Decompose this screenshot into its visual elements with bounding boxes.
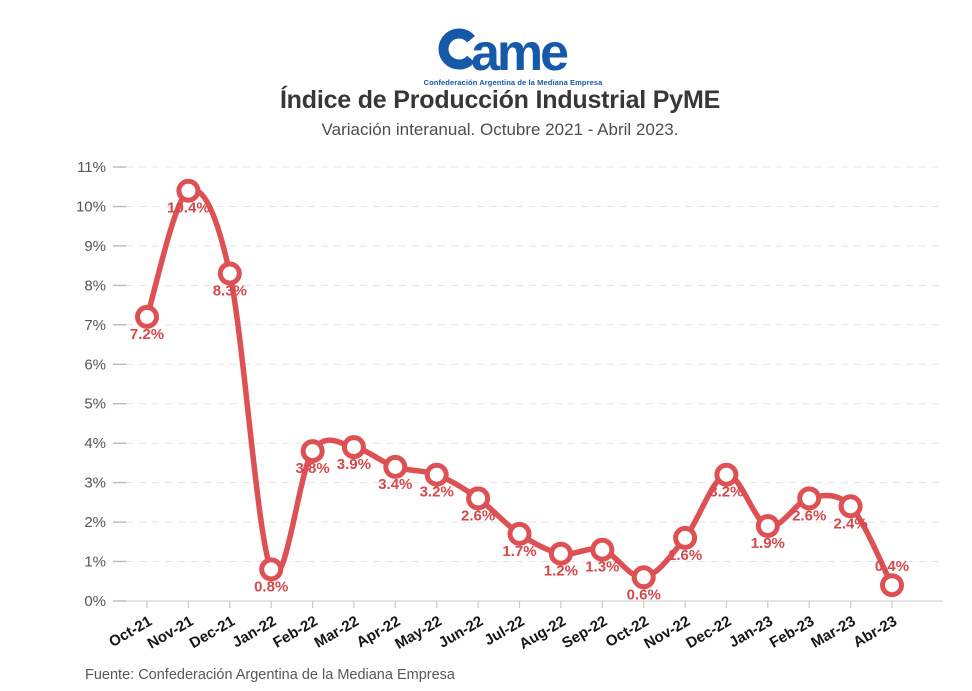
x-tick-label: Sep-22 xyxy=(559,613,610,652)
data-point-Mar-22 xyxy=(341,435,366,460)
data-point-label: 7.2% xyxy=(130,326,164,343)
data-point-label: 8.3% xyxy=(213,283,247,300)
x-tick-label: Jun-22 xyxy=(436,613,486,652)
logo: ame Confederación Argentina de la Median… xyxy=(27,12,972,87)
data-point-label: 1.6% xyxy=(668,547,702,564)
data-point-label: 0.4% xyxy=(875,558,909,575)
data-point-Oct-22 xyxy=(631,565,656,590)
y-tick-label: 10% xyxy=(76,199,106,216)
data-point-label: 2.6% xyxy=(461,507,495,524)
y-tick-label: 8% xyxy=(84,277,106,294)
data-points xyxy=(135,178,904,598)
data-point-label: 1.7% xyxy=(502,543,536,560)
came-logo: ame xyxy=(438,24,571,76)
data-point-label: 3.9% xyxy=(337,456,371,473)
x-tick-label: Jan-22 xyxy=(230,613,280,651)
y-tick-label: 3% xyxy=(84,475,106,492)
x-tick-label: May-22 xyxy=(392,613,445,653)
x-tick-label: Mar-23 xyxy=(808,613,858,652)
data-point-label: 3.4% xyxy=(378,476,412,493)
logo-text: ame xyxy=(471,24,568,76)
data-point-Oct-21 xyxy=(135,304,159,329)
data-point-Sep-22 xyxy=(590,537,615,562)
data-point-label: 1.3% xyxy=(585,559,619,576)
data-point-Feb-23 xyxy=(797,486,822,511)
data-point-Dec-21 xyxy=(217,261,242,286)
x-tick-label: Feb-23 xyxy=(767,613,817,652)
data-point-Nov-21 xyxy=(176,178,201,203)
data-point-label: 10.4% xyxy=(167,200,210,217)
data-point-labels: 7.2% 10.4% 8.3% 0.8% 3.8% 3.9% 3.4% 3.2% 2.6% 1.7… xyxy=(130,200,909,604)
data-point-label: 2.6% xyxy=(792,507,826,524)
x-tick-label: Feb-22 xyxy=(270,613,320,652)
x-tick-label: Oct-22 xyxy=(603,613,652,651)
x-tick-label: Aug-22 xyxy=(516,613,569,653)
logo-c-ring xyxy=(438,28,480,70)
data-point-label: 0.6% xyxy=(627,586,661,603)
data-point-May-22 xyxy=(424,462,449,487)
data-point-label: 2.4% xyxy=(833,515,867,532)
y-tick-label: 2% xyxy=(84,514,106,531)
y-tick-label: 5% xyxy=(84,396,106,413)
data-point-Jan-22 xyxy=(259,557,284,582)
x-tick-label: Nov-22 xyxy=(641,613,693,653)
data-point-Abr-23 xyxy=(880,573,904,598)
data-point-label: 1.2% xyxy=(544,563,578,580)
x-tick-label: Mar-22 xyxy=(312,613,362,652)
data-point-label: 1.9% xyxy=(751,535,785,552)
x-tick-label: Jan-23 xyxy=(726,613,776,651)
x-tick-label: Dec-22 xyxy=(683,613,734,652)
data-point-Jan-23 xyxy=(755,514,780,538)
data-point-Nov-22 xyxy=(673,525,698,550)
x-tick-label: Nov-21 xyxy=(145,613,197,653)
y-tick-label: 7% xyxy=(84,317,106,334)
data-point-Mar-23 xyxy=(838,494,863,519)
y-tick-label: 9% xyxy=(84,238,106,255)
data-point-label: 3.8% xyxy=(295,460,329,477)
y-tick-label: 11% xyxy=(77,159,106,176)
data-point-label: 3.2% xyxy=(420,484,454,501)
data-point-Feb-22 xyxy=(300,439,325,464)
x-tick-label: Oct-21 xyxy=(106,613,155,651)
y-tick-label: 4% xyxy=(84,435,106,452)
data-point-Dec-22 xyxy=(714,462,739,487)
page-title: Índice de Producción Industrial PyME xyxy=(279,86,721,114)
data-point-label: 3.2% xyxy=(709,484,743,501)
logo-tagline: Confederación Argentina de la Mediana Em… xyxy=(423,78,603,87)
y-tick-label: 1% xyxy=(84,554,106,571)
data-point-Jun-22 xyxy=(466,486,491,511)
data-point-label: 0.8% xyxy=(254,578,288,595)
y-tick-label: 6% xyxy=(84,356,106,373)
y-tick-label: 0% xyxy=(84,593,106,610)
data-point-Apr-22 xyxy=(383,454,408,479)
x-tick-label: Dec-21 xyxy=(187,613,238,652)
x-axis: Oct-21Nov-21Dec-21Jan-22Feb-22Mar-22Apr-… xyxy=(106,601,900,653)
data-point-Aug-22 xyxy=(548,541,573,566)
source-note: Fuente: Confederación Argentina de la Me… xyxy=(85,667,455,683)
x-tick-label: Abr-23 xyxy=(850,613,900,651)
data-point-Jul-22 xyxy=(507,521,532,546)
page-subtitle: Variación interanual. Octubre 2021 - Abr… xyxy=(321,120,679,139)
